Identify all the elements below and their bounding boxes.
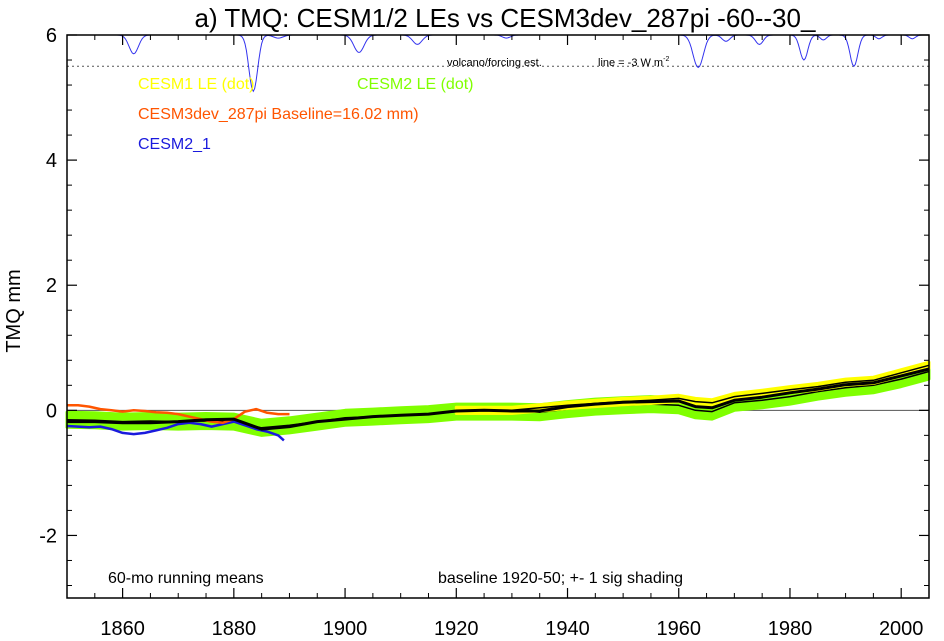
x-tick-label: 2000 <box>879 618 924 640</box>
forcing-line-annotation: line = -3 W m-2 <box>598 56 669 69</box>
legend-cesm2: CESM2 LE (dot) <box>357 76 473 93</box>
plot-frame <box>66 34 930 599</box>
y-tick-label: 4 <box>46 150 57 172</box>
volcano-annotation: volcano/forcing est. <box>447 57 542 69</box>
y-tick-label: 6 <box>46 25 57 47</box>
y-axis-label: TMQ mm <box>3 269 25 352</box>
x-tick-label: 1860 <box>100 618 145 640</box>
y-tick-label: 0 <box>46 400 57 422</box>
y-tick-label: 2 <box>46 275 57 297</box>
legend: CESM1 LE (dot) CESM2 LE (dot) CESM3dev_2… <box>138 76 473 153</box>
x-tick-label: 1900 <box>323 618 368 640</box>
x-tick-label: 1980 <box>768 618 813 640</box>
x-tick-label: 1960 <box>656 618 701 640</box>
series-line-cesm2-1 <box>66 420 285 442</box>
x-tick-label: 1880 <box>212 618 257 640</box>
legend-cesm1: CESM1 LE (dot) <box>138 76 254 93</box>
legend-cesm2-1: CESM2_1 <box>138 136 211 153</box>
legend-cesm3dev: CESM3dev_287pi Baseline=16.02 mm) <box>138 106 419 123</box>
y-tick-label: -2 <box>39 525 57 547</box>
x-tick-label: 1920 <box>434 618 479 640</box>
annotations: volcano/forcing est. line = -3 W m-2 60-… <box>108 56 683 587</box>
baseline-annotation: baseline 1920-50; +- 1 sig shading <box>438 570 683 587</box>
running-mean-annotation: 60-mo running means <box>108 570 264 587</box>
series-line-cesm3dev-287pi-baseline-16-02-mm <box>67 404 290 425</box>
forcing-line-superscript: -2 <box>663 56 669 63</box>
x-tick-label: 1940 <box>545 618 590 640</box>
chart-title: a) TMQ: CESM1/2 LEs vs CESM3dev_287pi -6… <box>195 3 816 33</box>
series-line-ensemble-mean <box>67 367 930 431</box>
plot-area: 1860 1880 1900 1920 1940 1960 1980 2000 -2 0 2 4 6 <box>39 25 931 640</box>
forcing-line-text: line = -3 W m <box>598 57 663 69</box>
